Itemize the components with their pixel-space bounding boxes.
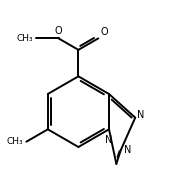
Text: O: O [54, 26, 62, 36]
Text: N: N [105, 135, 113, 145]
Text: CH₃: CH₃ [16, 34, 33, 43]
Text: N: N [137, 110, 144, 120]
Text: N: N [124, 145, 132, 155]
Text: CH₃: CH₃ [7, 137, 23, 146]
Text: O: O [100, 27, 108, 37]
